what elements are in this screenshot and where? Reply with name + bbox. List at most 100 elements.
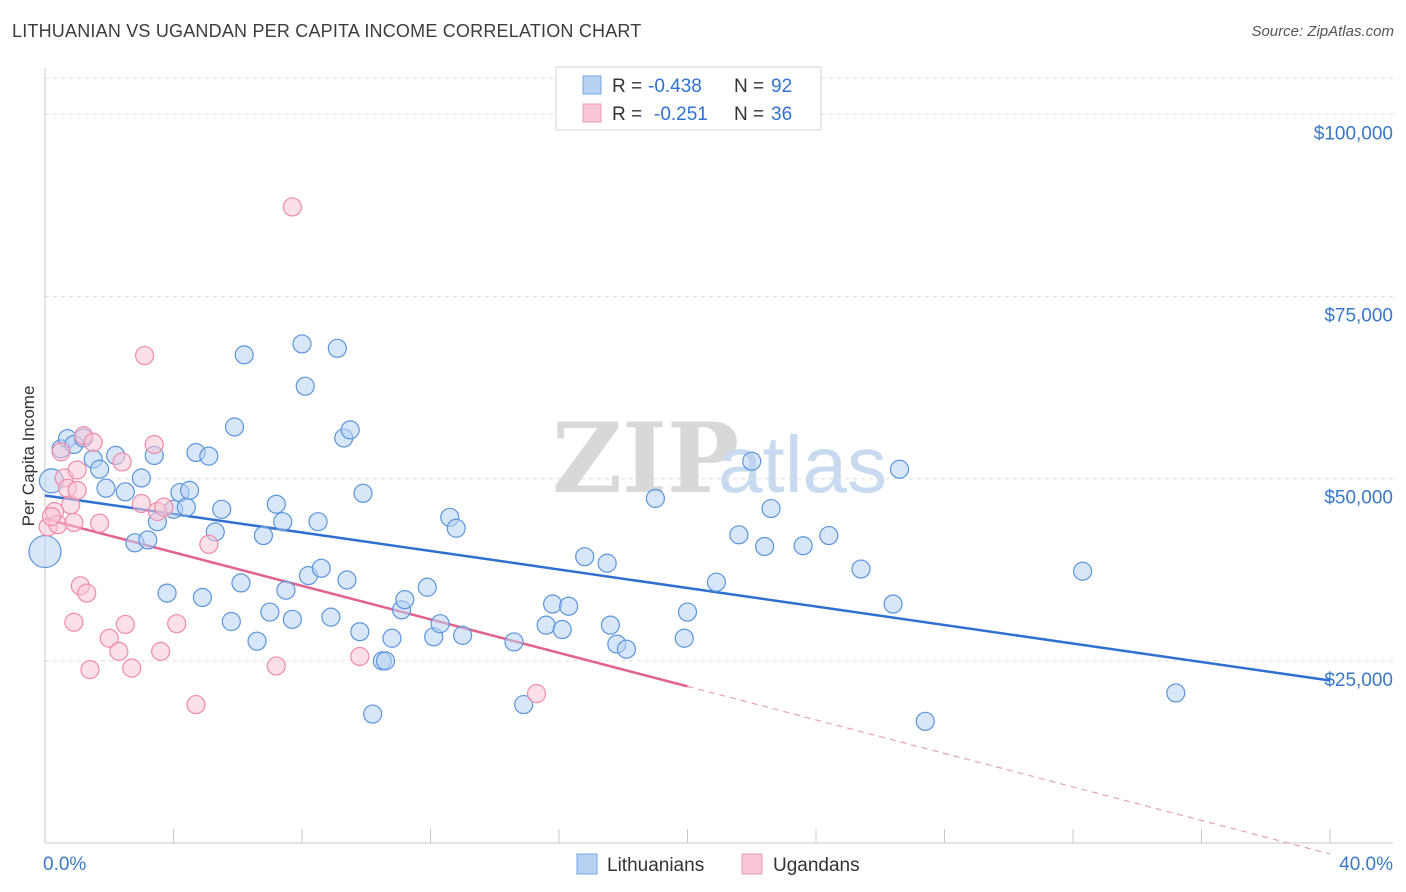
lithuanian-point: [536, 615, 556, 635]
lithuanian-point: [282, 609, 302, 629]
source-label: Source: ZipAtlas.com: [1251, 23, 1394, 40]
bottom-legend-lithuanians: Lithuanians: [607, 855, 704, 876]
legend-r-value: -0.438: [648, 76, 702, 97]
y-tick-label: $50,000: [1324, 488, 1393, 509]
ugandan-point: [282, 197, 302, 217]
lithuanian-point: [321, 607, 341, 627]
legend-r-value: -0.251: [654, 104, 708, 125]
lithuanian-point: [273, 512, 293, 532]
lithuanian-point: [559, 596, 579, 616]
lithuanian-point: [253, 525, 274, 546]
lithuanian-point: [176, 497, 196, 517]
lithuanian-point: [819, 525, 839, 546]
lithuanian-point: [337, 570, 357, 590]
ugandan-point: [64, 612, 84, 632]
trend-line-lithuanians: [44, 494, 1331, 682]
ugandan-point: [77, 583, 97, 603]
bottom-legend: Lithuanians Ugandans: [576, 853, 860, 876]
lithuanian-point: [308, 512, 328, 532]
lithuanian-point: [276, 580, 296, 600]
lithuanian-point: [327, 338, 347, 358]
ugandan-point: [112, 452, 132, 472]
ugandan-point: [80, 659, 100, 680]
ugandan-point: [167, 614, 187, 634]
lithuanian-point: [266, 494, 286, 514]
lithuanian-point: [793, 536, 813, 556]
ugandan-point: [109, 641, 129, 661]
ugandan-point: [266, 656, 286, 676]
lithuanian-point: [883, 594, 903, 614]
ugandan-point: [350, 646, 370, 667]
ugandan-point: [83, 432, 103, 452]
trend-line-ugandans-extrapolated: [687, 685, 1331, 855]
lithuanian-point: [446, 518, 466, 538]
y-tick-label: $25,000: [1324, 670, 1393, 691]
ugandan-point: [67, 460, 87, 480]
legend-box: R = -0.438 N = 92 R = -0.251 N = 36: [555, 66, 822, 131]
ugandan-point: [526, 684, 547, 704]
lithuanian-point: [552, 619, 572, 640]
y-axis-label: Per Capita Income: [19, 386, 38, 527]
lithuanian-point: [131, 468, 151, 488]
lithuanian-point: [199, 446, 219, 466]
bottom-legend-swatch-ugandans: [741, 853, 763, 875]
y-tick-label: $100,000: [1314, 123, 1393, 144]
lithuanian-point: [375, 651, 396, 671]
y-tick-label: $75,000: [1324, 306, 1393, 327]
lithuanian-point: [597, 553, 617, 573]
lithuanian-point: [504, 632, 524, 652]
ugandan-point: [41, 506, 62, 527]
lithuanian-point: [340, 420, 360, 440]
chart-title: LITHUANIAN VS UGANDAN PER CAPITA INCOME …: [12, 21, 642, 41]
lithuanian-point: [1166, 683, 1186, 703]
lithuanian-point: [221, 611, 241, 632]
ugandan-point: [115, 614, 135, 635]
ugandan-point: [90, 513, 110, 533]
legend-n-value: 36: [771, 104, 792, 125]
bottom-legend-swatch-lithuanians: [576, 853, 598, 875]
lithuanian-point: [514, 694, 534, 715]
lithuanian-point: [192, 587, 213, 608]
lithuanian-point: [761, 498, 781, 519]
ugandan-point: [99, 628, 119, 648]
x-tick-label-max: 40.0%: [1339, 854, 1393, 875]
lithuanian-point: [645, 488, 665, 508]
lithuanian-point: [742, 451, 762, 471]
lithuanian-point: [430, 614, 450, 634]
legend-r-label: R =: [612, 104, 642, 125]
ugandan-point: [122, 658, 142, 678]
lithuanian-point: [542, 594, 563, 614]
ugandan-point: [151, 641, 171, 661]
legend-n-value: 92: [771, 76, 792, 97]
lithuanian-point: [889, 459, 910, 479]
ugandan-point: [131, 493, 151, 514]
watermark-zip: ZIP: [552, 402, 739, 515]
ugandan-point: [51, 442, 71, 462]
lithuanian-point: [292, 334, 312, 354]
lithuanian-point: [706, 572, 727, 592]
lithuanian-point: [616, 639, 637, 659]
lithuanian-point: [915, 711, 935, 731]
lithuanian-point: [157, 583, 177, 603]
lithuanian-point: [600, 615, 621, 635]
ugandan-point: [67, 480, 87, 500]
trend-lines: [44, 494, 1331, 855]
lithuanian-point: [363, 704, 383, 724]
lithuanian-point: [674, 628, 694, 648]
x-tick-label-min: 0.0%: [43, 854, 86, 875]
lithuanian-point: [295, 376, 315, 396]
bottom-legend-ugandans: Ugandans: [773, 855, 860, 876]
lithuanian-point: [677, 602, 698, 622]
lithuanian-point: [353, 483, 373, 503]
lithuanian-point: [851, 559, 871, 579]
lithuanian-point: [453, 625, 473, 645]
legend-n-label: N =: [734, 76, 764, 97]
lithuanian-point: [350, 622, 370, 642]
lithuanian-point: [1073, 561, 1093, 581]
lithuanian-point: [754, 536, 775, 557]
axes: $25,000 $50,000 $75,000 $100,000 0.0% 40.0%: [43, 68, 1393, 875]
watermark: ZIP atlas: [552, 402, 887, 515]
ugandan-point: [186, 694, 206, 715]
legend-swatch-lithuanians: [582, 75, 602, 95]
